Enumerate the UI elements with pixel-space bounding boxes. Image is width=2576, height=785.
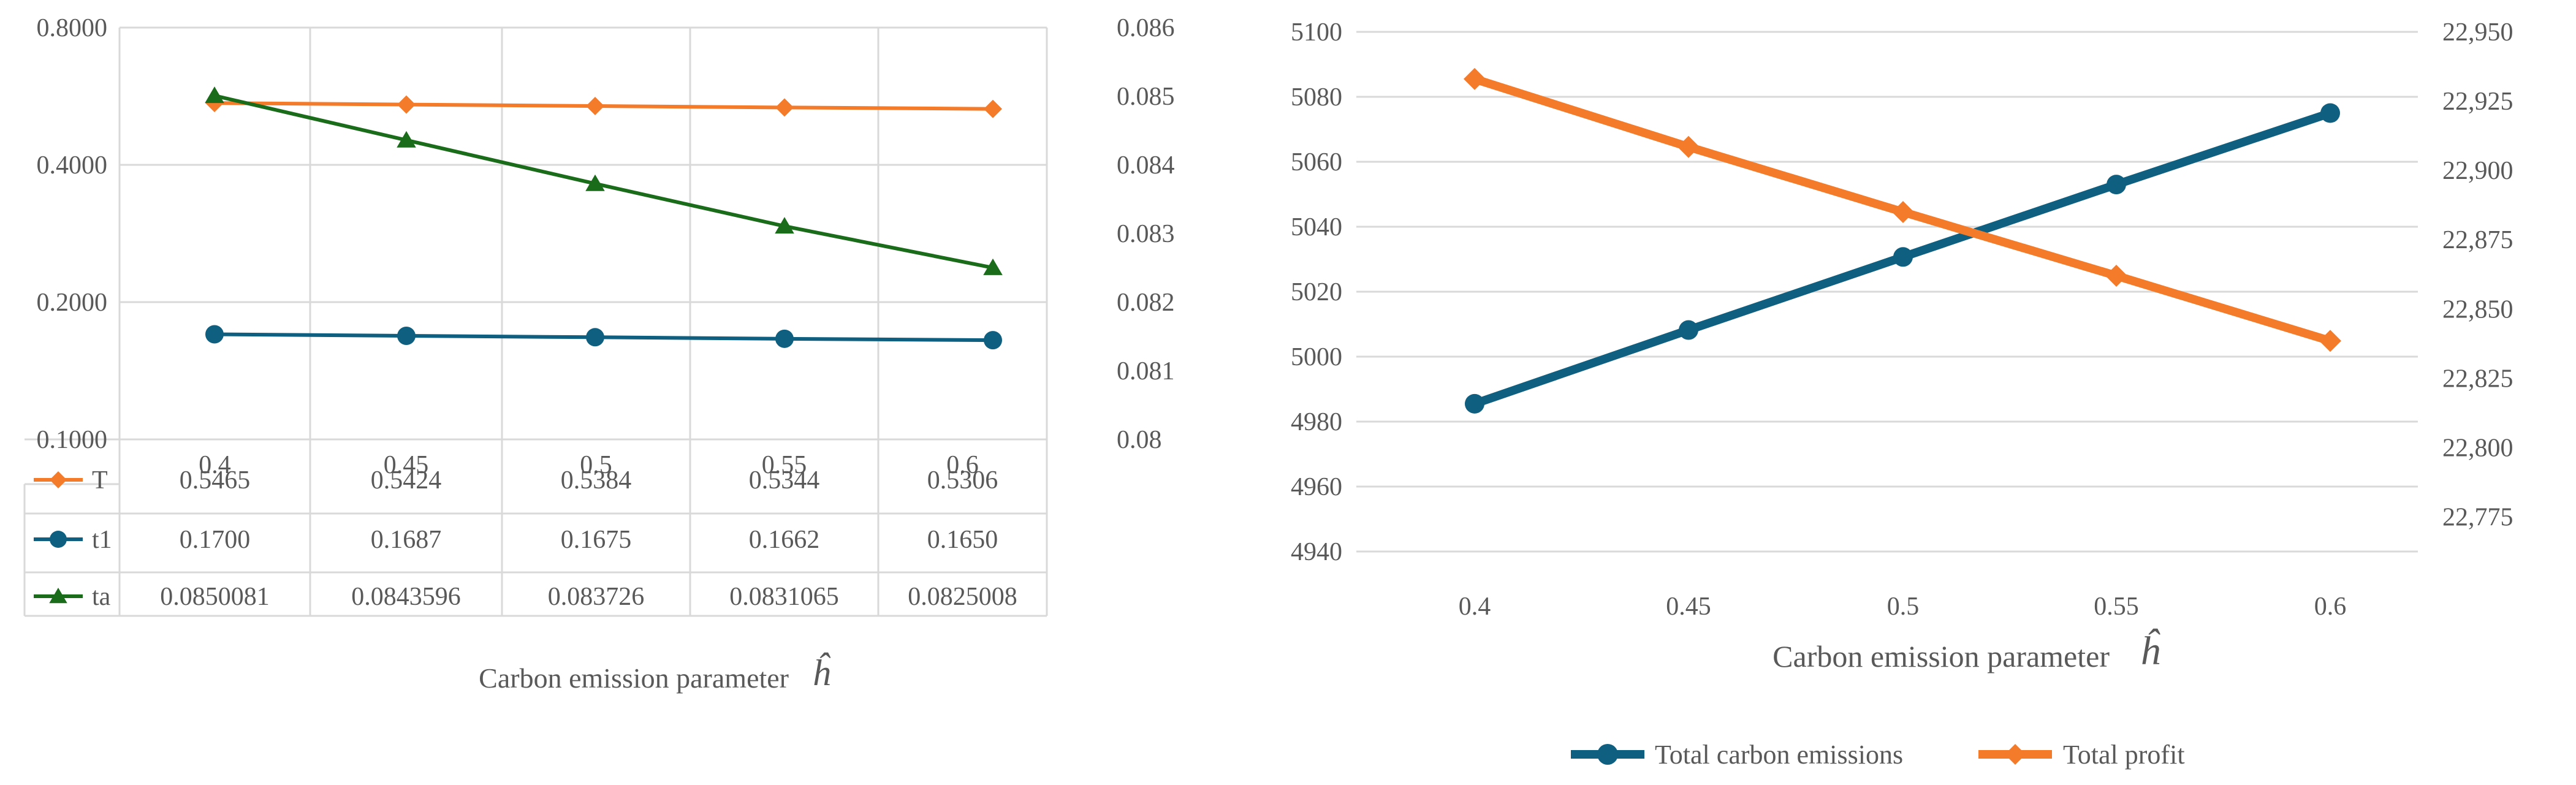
table-cell: 0.5306	[927, 466, 998, 495]
x-tick-label: 0.6	[946, 451, 979, 479]
y-right-tick-label: 0.086	[1117, 14, 1175, 42]
data-point-Total carbon emissions	[2107, 175, 2126, 195]
table-cell: 0.1687	[371, 526, 442, 554]
y-right-tick-label: 0.083	[1117, 220, 1175, 248]
table-cell: 0.1662	[749, 526, 820, 554]
x-tick-label: 0.5	[580, 451, 612, 479]
legend-label: ta	[92, 583, 111, 611]
x-tick-label: 0.55	[762, 451, 807, 479]
data-point-t1	[775, 329, 794, 348]
legend-marker-ta	[49, 588, 67, 604]
data-point-Total profit	[2319, 330, 2341, 352]
table-cell: 0.0825008	[908, 583, 1017, 611]
table-cell: 0.5465	[180, 466, 251, 495]
y-right-tick-label: 22,775	[2442, 503, 2513, 531]
legend-marker	[2005, 744, 2026, 765]
data-point-T	[775, 98, 794, 117]
table-cell: 0.1650	[927, 526, 998, 554]
data-point-Total carbon emissions	[1679, 320, 1698, 340]
series-line-ta	[214, 94, 994, 270]
data-point-ta	[585, 174, 605, 191]
table-cell: 0.1675	[561, 526, 632, 554]
data-point-ta	[983, 258, 1003, 275]
data-point-Total profit	[2105, 264, 2127, 287]
legend-label: t1	[92, 526, 112, 554]
table-cell: 0.5344	[749, 466, 820, 495]
x-tick-label: 0.4	[1459, 593, 1491, 621]
y-right-tick-label: 0.081	[1117, 357, 1175, 385]
table-cell: 0.5424	[371, 466, 442, 495]
data-point-Total profit	[1892, 200, 1914, 223]
y-left-tick-label: 5000	[1291, 343, 1342, 371]
data-point-T	[984, 99, 1002, 118]
legend-marker-t1	[50, 531, 67, 548]
data-point-Total carbon emissions	[2320, 103, 2340, 123]
legend-label: T	[92, 466, 108, 495]
y-right-tick-label: 0.084	[1117, 151, 1175, 180]
chart-left: 0.1000 0.2000 0.4000 0.8000 0.08 0.081 0.082 0.…	[23, 14, 1175, 694]
y-right-tick-label: 22,800	[2442, 434, 2513, 462]
data-point-T	[586, 96, 604, 115]
y-right-tick-label: 22,900	[2442, 157, 2513, 185]
y-right-tick-label: 0.08	[1117, 426, 1162, 454]
data-point-ta	[775, 217, 794, 234]
data-point-ta	[397, 131, 416, 148]
data-point-t1	[397, 327, 416, 346]
table-cell: 0.0831065	[729, 583, 839, 611]
y-left-tick-label: 4980	[1291, 408, 1342, 436]
x-axis-title: Carbon emission parameter	[1772, 639, 2110, 673]
y-left-tick-label: 4940	[1291, 538, 1342, 566]
y-right-tick-label: 0.082	[1117, 289, 1175, 317]
data-point-t1	[586, 328, 604, 347]
data-point-Total profit	[1464, 67, 1486, 90]
x-tick-label: 0.6	[2314, 593, 2347, 621]
y-left-tick-label: 0.4000	[37, 151, 108, 180]
chart-right: 4940 4960 4980 5000 5020 5040 5060 5080 5100 22,7…	[1291, 18, 2513, 770]
data-point-Total carbon emissions	[1465, 393, 1484, 414]
y-left-tick-label: 4960	[1291, 473, 1342, 501]
data-point-ta	[205, 86, 224, 104]
y-right-tick-label: 22,875	[2442, 226, 2513, 254]
table-cell: 0.083726	[548, 583, 645, 611]
x-axis-symbol: ĥ	[812, 653, 831, 693]
x-tick-label: 0.4	[199, 451, 231, 479]
y-left-tick-label: 5080	[1291, 83, 1342, 112]
y-right-tick-label: 22,825	[2442, 365, 2513, 393]
legend-marker	[1597, 744, 1618, 765]
y-left-tick-label: 0.2000	[37, 289, 108, 317]
y-left-tick-label: 5020	[1291, 278, 1342, 306]
y-left-tick-label: 5040	[1291, 213, 1342, 241]
y-left-tick-label: 5060	[1291, 148, 1342, 176]
y-right-tick-label: 22,950	[2442, 18, 2513, 47]
y-left-tick-label: 5100	[1291, 18, 1342, 47]
y-right-tick-label: 0.085	[1117, 83, 1175, 111]
data-point-Total carbon emissions	[1893, 247, 1913, 267]
x-axis-symbol: ĥ	[2140, 629, 2161, 673]
legend-label: Total profit	[2063, 740, 2185, 770]
data-point-Total profit	[1677, 135, 1700, 158]
data-point-t1	[984, 331, 1002, 350]
legend-marker-T	[50, 471, 67, 488]
data-point-T	[397, 95, 416, 114]
table-cell: 0.1700	[180, 526, 251, 554]
legend-label: Total carbon emissions	[1655, 740, 1903, 770]
x-tick-label: 0.5	[1887, 593, 1920, 621]
x-tick-label: 0.55	[2094, 593, 2139, 621]
y-right-tick-label: 22,925	[2442, 88, 2513, 116]
x-axis-title: Carbon emission parameter	[479, 662, 789, 694]
x-tick-label: 0.45	[384, 451, 429, 479]
table-cell: 0.5384	[561, 466, 632, 495]
data-point-t1	[205, 325, 224, 344]
table-cell: 0.0850081	[160, 583, 270, 611]
y-left-tick-label: 0.1000	[37, 426, 108, 454]
table-cell: 0.0843596	[351, 583, 461, 611]
y-right-tick-label: 22,850	[2442, 295, 2513, 324]
y-left-tick-label: 0.8000	[37, 14, 108, 42]
x-tick-label: 0.45	[1666, 593, 1711, 621]
